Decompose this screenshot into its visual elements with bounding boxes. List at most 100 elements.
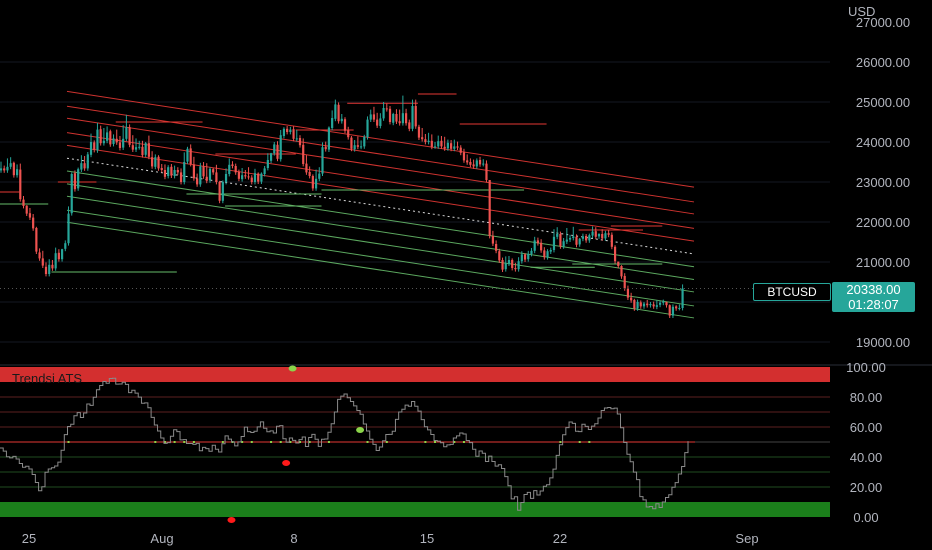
candle-body bbox=[125, 127, 128, 139]
candle-body bbox=[9, 163, 12, 167]
candle-body bbox=[215, 172, 218, 182]
candle-body bbox=[376, 119, 379, 126]
last-price: 20338.00 bbox=[846, 282, 901, 297]
candle-body bbox=[613, 246, 617, 262]
candlestick-series bbox=[0, 95, 830, 318]
buy-signal-dot bbox=[288, 365, 297, 372]
candle-body bbox=[131, 145, 134, 150]
candle-body bbox=[398, 121, 401, 124]
candle-body bbox=[331, 118, 334, 128]
bar-countdown: 01:28:07 bbox=[848, 297, 899, 312]
osc-midline-dot bbox=[298, 441, 301, 443]
price-tick-label: 27000.00 bbox=[856, 15, 910, 30]
candle-body bbox=[520, 254, 523, 262]
candle-body bbox=[568, 238, 572, 240]
osc-midline-dot bbox=[241, 441, 244, 443]
candle-body bbox=[401, 113, 404, 124]
osc-midline-dot bbox=[289, 441, 292, 443]
candle-body bbox=[665, 302, 668, 306]
candle-body bbox=[311, 176, 314, 189]
time-tick-label: 15 bbox=[420, 531, 434, 546]
osc-midline-dot bbox=[154, 441, 157, 443]
candle-body bbox=[282, 128, 286, 136]
candle-body bbox=[430, 140, 433, 147]
candle-body bbox=[286, 128, 289, 132]
channel-lower-line bbox=[66, 170, 695, 268]
candle-body bbox=[263, 168, 266, 174]
candle-body bbox=[64, 243, 67, 249]
candle-body bbox=[655, 305, 658, 307]
candle-body bbox=[144, 143, 147, 155]
overbought-band bbox=[0, 367, 830, 382]
candle-body bbox=[118, 142, 122, 148]
oscillator-axis[interactable]: 100.00 80.00 60.00 40.00 20.00 0.00 bbox=[846, 360, 886, 525]
candle-body bbox=[491, 236, 494, 244]
sell-signal-dot bbox=[227, 517, 236, 523]
candle-body bbox=[533, 240, 536, 251]
candle-body bbox=[437, 141, 440, 147]
candle-body bbox=[527, 254, 530, 260]
oversold-band bbox=[0, 502, 830, 517]
candle-body bbox=[559, 234, 562, 247]
price-tick-label: 21000.00 bbox=[856, 255, 910, 270]
candle-body bbox=[28, 213, 32, 218]
osc-midline-dot bbox=[327, 441, 330, 443]
candle-body bbox=[318, 173, 321, 179]
time-axis[interactable]: 25 Aug 8 15 22 Sep bbox=[22, 531, 759, 546]
candle-body bbox=[562, 241, 565, 247]
candle-body bbox=[382, 108, 385, 119]
candle-body bbox=[176, 170, 179, 173]
buy-signal-dot bbox=[356, 427, 365, 433]
candle-body bbox=[488, 180, 491, 236]
osc-tick-label: 0.00 bbox=[853, 510, 878, 525]
time-tick-label: Aug bbox=[150, 531, 173, 546]
price-tick-label: 19000.00 bbox=[856, 335, 910, 350]
candle-body bbox=[38, 252, 41, 259]
candle-body bbox=[594, 231, 597, 237]
candle-body bbox=[556, 234, 559, 237]
candle-body bbox=[192, 164, 195, 179]
candle-body bbox=[224, 174, 228, 182]
symbol-tag[interactable]: BTCUSD bbox=[753, 283, 831, 301]
osc-tick-label: 20.00 bbox=[850, 480, 883, 495]
candle-body bbox=[83, 163, 86, 169]
candle-body bbox=[128, 127, 131, 145]
osc-midline-dot bbox=[183, 441, 186, 443]
osc-midline-dot bbox=[588, 441, 591, 443]
candle-body bbox=[446, 142, 449, 149]
candle-body bbox=[668, 305, 671, 316]
candle-body bbox=[472, 164, 475, 167]
candle-body bbox=[41, 258, 44, 266]
candle-body bbox=[517, 261, 520, 270]
osc-midline-dot bbox=[434, 441, 437, 443]
candle-body bbox=[530, 250, 533, 254]
candle-body bbox=[581, 236, 585, 239]
osc-midline-dot bbox=[270, 441, 273, 443]
candle-body bbox=[456, 146, 459, 148]
candle-body bbox=[639, 302, 642, 307]
currency-label: USD bbox=[848, 4, 876, 19]
candle-body bbox=[630, 297, 633, 301]
indicator-title[interactable]: Trendsi ATS bbox=[12, 371, 83, 386]
candle-body bbox=[308, 172, 311, 176]
candle-body bbox=[359, 146, 363, 148]
candle-body bbox=[54, 253, 57, 269]
candle-body bbox=[678, 308, 681, 309]
candle-body bbox=[427, 140, 430, 142]
candle-body bbox=[60, 249, 64, 260]
candle-body bbox=[93, 142, 96, 150]
candle-body bbox=[392, 114, 395, 123]
candle-body bbox=[218, 182, 221, 201]
candle-body bbox=[385, 108, 388, 110]
candle-body bbox=[151, 157, 154, 167]
last-price-badge: 20338.00 01:28:07 bbox=[832, 282, 915, 312]
price-axis[interactable]: 27000.00 26000.00 25000.00 24000.00 23000.00… bbox=[856, 15, 910, 350]
channel-upper-line bbox=[66, 144, 695, 242]
candle-body bbox=[388, 108, 392, 122]
candle-body bbox=[514, 268, 517, 270]
candle-body bbox=[523, 254, 527, 260]
candle-body bbox=[138, 146, 141, 148]
osc-midline-dot bbox=[559, 441, 562, 443]
osc-midline-dot bbox=[366, 441, 369, 443]
